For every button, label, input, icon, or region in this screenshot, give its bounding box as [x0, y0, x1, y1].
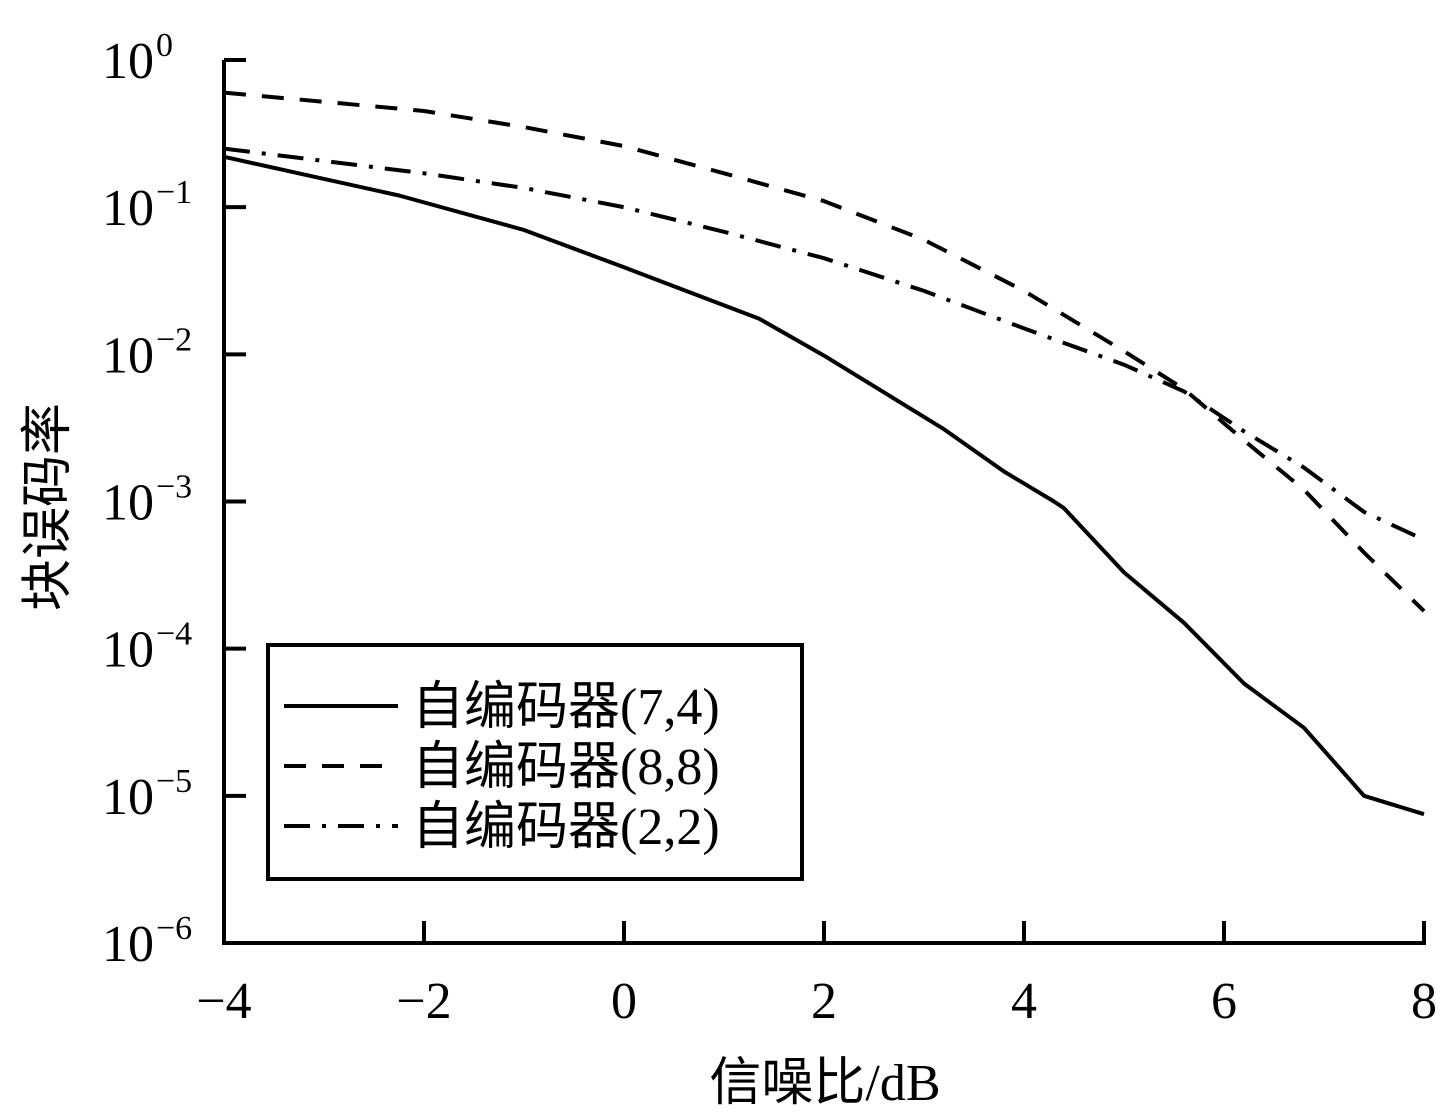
y-tick-base: 10: [102, 622, 154, 679]
y-tick-base: 10: [102, 33, 154, 90]
x-tick-label: 0: [611, 973, 637, 1030]
series-line-1: [223, 154, 1425, 817]
y-tick-exponent: 0: [156, 27, 173, 64]
y-tick-label: 10: [102, 622, 154, 679]
y-tick-exponent: −6: [156, 910, 192, 947]
y-tick-label: 10: [102, 769, 154, 826]
x-tick-label: 8: [1411, 973, 1437, 1030]
y-tick-exponent: −1: [156, 174, 192, 211]
y-tick-label: 10: [102, 33, 154, 90]
x-axis-label: 信噪比/dB: [709, 1055, 940, 1112]
y-axis-label: 块误码率: [20, 403, 77, 611]
series-line-3: [223, 146, 1425, 542]
legend-label-1: 自编码器(7,4): [412, 679, 720, 736]
y-tick-exponent: −5: [156, 763, 192, 800]
y-tick-label: 10: [102, 475, 154, 532]
y-tick-exponent: −4: [156, 616, 192, 653]
legend-entries: 自编码器(7,4)自编码器(8,8)自编码器(2,2): [284, 679, 720, 856]
y-tick-base: 10: [102, 916, 154, 973]
legend-box: [266, 643, 804, 881]
legend: 自编码器(7,4)自编码器(8,8)自编码器(2,2): [266, 643, 804, 881]
y-tick-base: 10: [102, 475, 154, 532]
x-tick-label: 2: [811, 973, 837, 1030]
series-lines: [223, 90, 1426, 817]
series-line-2: [223, 90, 1426, 613]
y-tick-base: 10: [102, 769, 154, 826]
y-tick-base: 10: [102, 327, 154, 384]
x-tick-label: 6: [1211, 973, 1237, 1030]
y-tick-label: 10: [102, 327, 154, 384]
legend-label-3: 自编码器(2,2): [412, 799, 720, 856]
y-tick-label: 10: [102, 916, 154, 973]
x-tick-label: 4: [1011, 973, 1037, 1030]
y-tick-exponent: −2: [156, 321, 192, 358]
x-ticks: −4 −2 0 2 4 6 8: [196, 921, 1437, 1030]
x-tick-label: −4: [196, 973, 251, 1030]
y-tick-base: 10: [102, 180, 154, 237]
legend-label-2: 自编码器(8,8): [412, 739, 720, 796]
y-tick-exponent: −3: [156, 469, 192, 506]
y-tick-label: 10: [102, 180, 154, 237]
x-tick-label: −2: [396, 973, 451, 1030]
